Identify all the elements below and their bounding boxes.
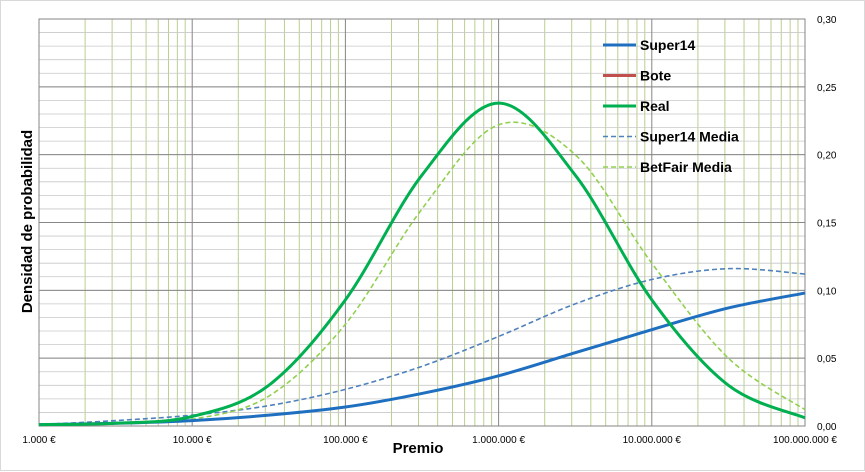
x-axis-title: Premio [393, 440, 444, 457]
x-tick-label: 10.000.000 € [623, 435, 682, 446]
series-lines [38, 101, 806, 427]
legend: Super14 Bote Real Super14 Media BetFair Medi… [603, 37, 739, 175]
legend-label: Real [640, 98, 670, 114]
x-tick-label: 1.000 € [22, 435, 56, 446]
series-line-real [38, 101, 806, 427]
plot-frame [38, 18, 806, 427]
y-tick-label: 0,20 [817, 151, 837, 162]
x-tick-label: 10.000 € [173, 435, 212, 446]
y-tick-label: 0,30 [817, 15, 837, 26]
y-tick-label: 0,15 [817, 219, 837, 230]
legend-label: Super14 [640, 37, 695, 53]
tick-labels: 1.000 € 10.000 € 100.000 € 1.000.000 € 10.00… [22, 15, 837, 446]
x-tick-label: 100.000 € [323, 435, 368, 446]
y-axis-title: Densidad de probabilidad [19, 130, 36, 313]
legend-label: BetFair Media [640, 159, 732, 175]
x-tick-label: 1.000.000 € [472, 435, 525, 446]
legend-label: Super14 Media [640, 129, 739, 145]
y-tick-label: 0,00 [817, 422, 837, 433]
y-tick-label: 0,10 [817, 286, 837, 297]
x-tick-label: 100.000.000 € [773, 435, 837, 446]
grid-lines [38, 18, 806, 427]
y-tick-label: 0,25 [817, 83, 837, 94]
y-tick-label: 0,05 [817, 354, 837, 365]
legend-label: Bote [640, 68, 671, 84]
